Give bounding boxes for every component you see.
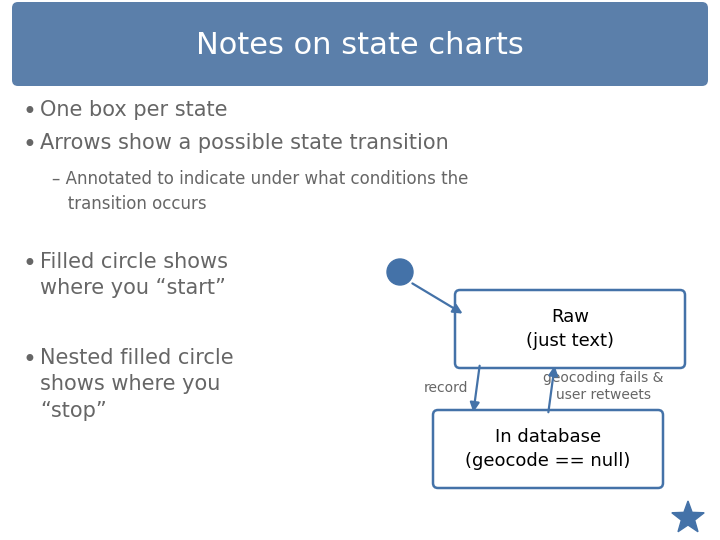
- Text: •: •: [22, 252, 36, 276]
- Text: record: record: [424, 381, 468, 395]
- Text: geocoding fails &
user retweets: geocoding fails & user retweets: [543, 371, 663, 402]
- Polygon shape: [672, 501, 704, 532]
- Text: •: •: [22, 100, 36, 124]
- Text: Raw
(just text): Raw (just text): [526, 307, 614, 350]
- Text: Filled circle shows
where you “start”: Filled circle shows where you “start”: [40, 252, 228, 299]
- Text: Nested filled circle
shows where you
“stop”: Nested filled circle shows where you “st…: [40, 348, 233, 421]
- Text: •: •: [22, 133, 36, 157]
- FancyBboxPatch shape: [455, 290, 685, 368]
- Circle shape: [387, 259, 413, 285]
- Text: One box per state: One box per state: [40, 100, 228, 120]
- Text: Notes on state charts: Notes on state charts: [196, 31, 524, 60]
- Text: – Annotated to indicate under what conditions the
   transition occurs: – Annotated to indicate under what condi…: [52, 170, 469, 213]
- Text: Arrows show a possible state transition: Arrows show a possible state transition: [40, 133, 449, 153]
- Text: •: •: [22, 348, 36, 372]
- FancyBboxPatch shape: [12, 2, 708, 86]
- FancyBboxPatch shape: [433, 410, 663, 488]
- Text: In database
(geocode == null): In database (geocode == null): [465, 428, 631, 470]
